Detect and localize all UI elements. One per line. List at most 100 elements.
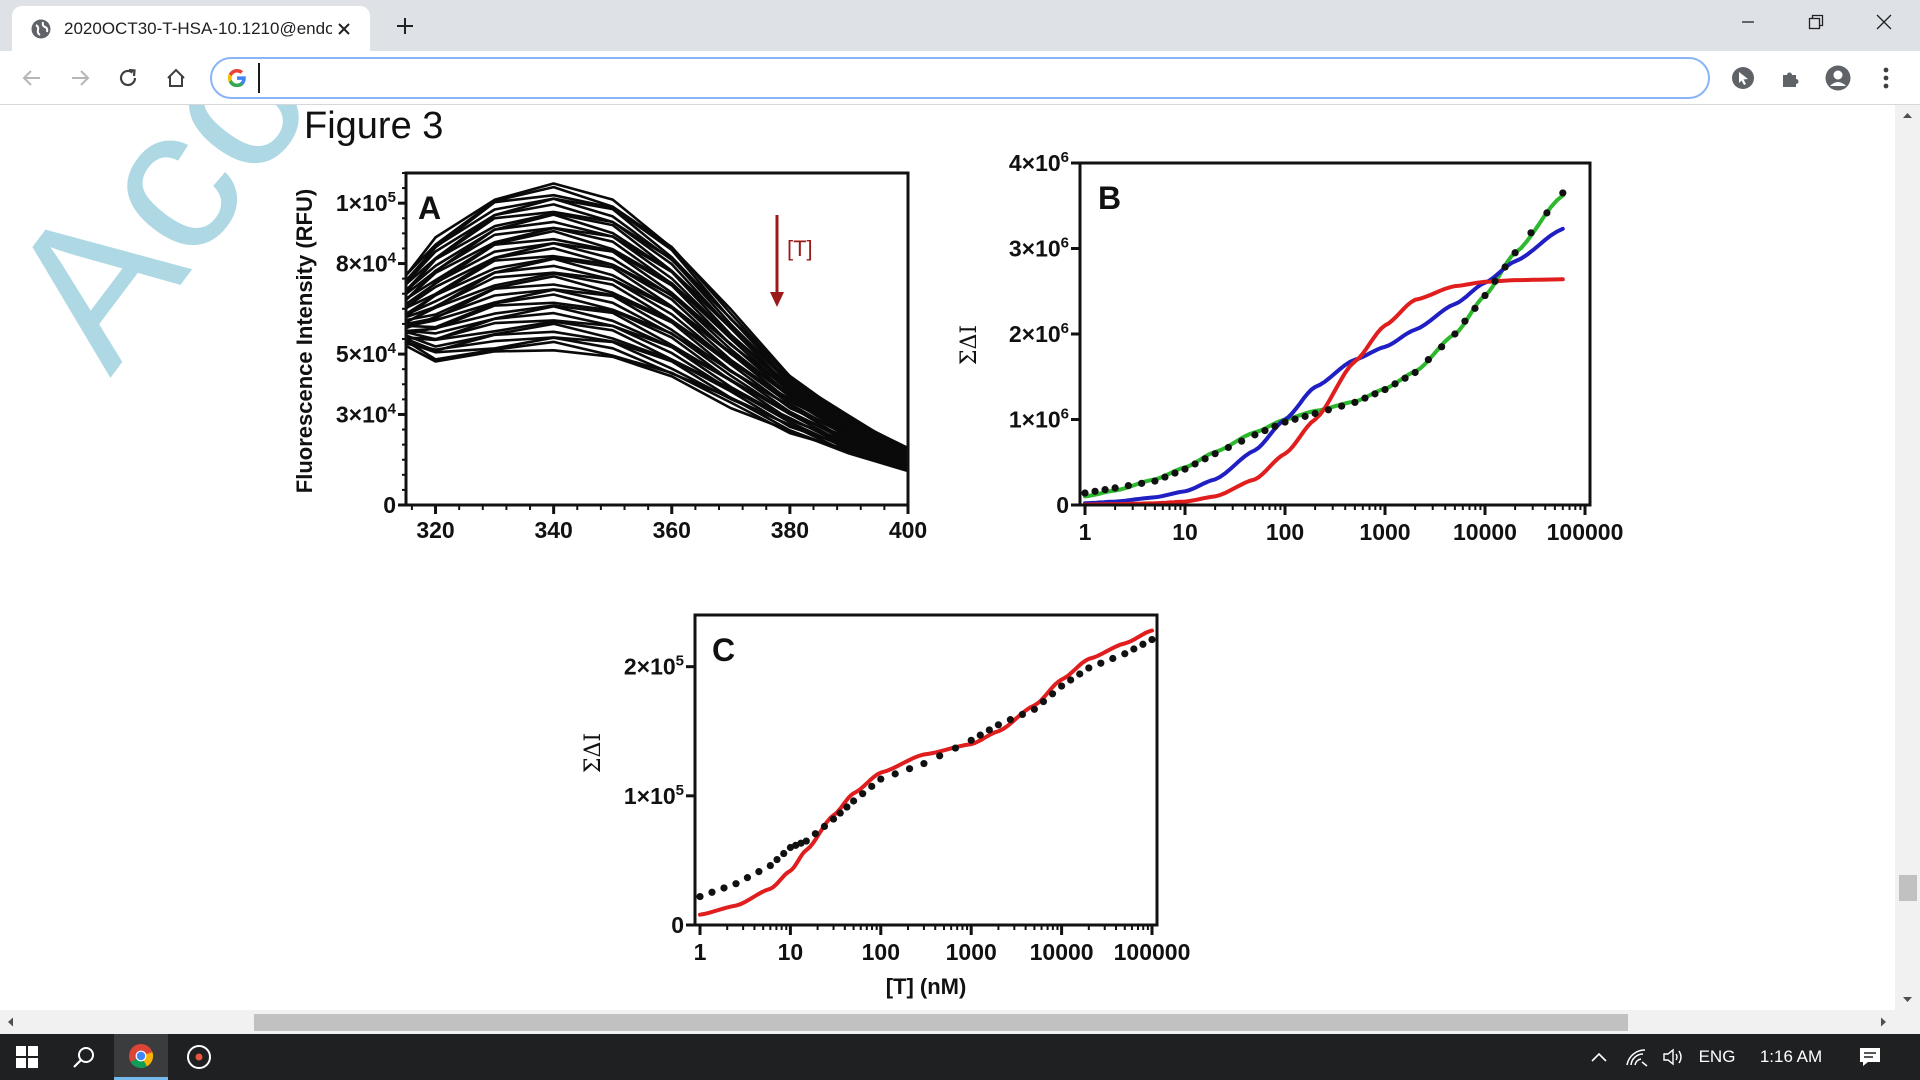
extensions-menu-button[interactable] (1775, 62, 1807, 94)
spectrum-curve (405, 330, 909, 471)
y-tick-label-exponent: 6 (1061, 406, 1069, 423)
taskbar-chrome-app[interactable] (114, 1034, 168, 1080)
browser-tab[interactable]: 2020OCT30-T-HSA-10.1210@endo (12, 6, 370, 51)
panel-b-ylabel: ΣΔI (957, 325, 982, 365)
data-point (1109, 654, 1117, 663)
volume-button[interactable] (1656, 1034, 1692, 1080)
back-button[interactable] (16, 62, 48, 94)
y-tick-label-base: 4×10 (1009, 150, 1061, 176)
data-point (1111, 484, 1119, 492)
data-point (1324, 406, 1332, 414)
data-point (905, 765, 914, 773)
data-point (1161, 473, 1169, 481)
x-tick-label: 1000 (1359, 519, 1410, 545)
vertical-scroll-thumb[interactable] (1899, 875, 1917, 901)
data-point (1291, 415, 1299, 423)
extension-button[interactable] (1727, 62, 1759, 94)
panel-c-plot (696, 628, 1156, 917)
data-point (1085, 664, 1093, 672)
y-tick-label-exponent: 4 (388, 340, 397, 357)
data-point (732, 880, 740, 888)
search-icon (73, 1047, 94, 1068)
y-tick-label: 3×106 (1009, 235, 1069, 262)
plus-icon (397, 18, 413, 34)
data-point (1130, 645, 1138, 653)
minimize-icon (1742, 21, 1754, 23)
search-button[interactable] (58, 1034, 110, 1080)
data-point (1006, 716, 1015, 724)
arrow-head (770, 292, 784, 307)
scroll-right-icon[interactable] (1874, 1010, 1894, 1034)
network-button[interactable] (1618, 1034, 1656, 1080)
x-tick-label: 360 (653, 517, 691, 543)
data-point (696, 892, 704, 901)
notifications-button[interactable] (1846, 1034, 1894, 1080)
data-point (868, 782, 876, 790)
scroll-up-icon[interactable] (1895, 105, 1920, 125)
scroll-down-icon[interactable] (1895, 990, 1920, 1010)
data-point (802, 837, 810, 845)
document-viewport[interactable]: Figure 3 Fluorescence Intensity (RFU) A … (0, 105, 1895, 1010)
y-tick-label-base: 0 (1056, 492, 1069, 518)
tray-overflow-button[interactable] (1582, 1034, 1616, 1080)
data-point (1438, 343, 1446, 351)
y-tick-label-exponent: 6 (1061, 320, 1069, 337)
address-input[interactable] (258, 63, 1708, 93)
reload-button[interactable] (112, 62, 144, 94)
google-icon (227, 68, 246, 88)
data-point (849, 797, 858, 805)
data-point (1224, 443, 1232, 452)
spectrum-curve (405, 319, 909, 467)
horizontal-scroll-thumb[interactable] (254, 1014, 1628, 1031)
close-window-button[interactable] (1864, 6, 1904, 38)
panel-c-letter: C (712, 632, 735, 668)
forward-button[interactable] (64, 62, 96, 94)
data-point (1481, 291, 1489, 300)
data-point (891, 770, 899, 778)
panel-a-letter: A (418, 190, 441, 226)
fit-curve-blue-fit (1083, 226, 1565, 506)
language-indicator[interactable]: ENG (1698, 1047, 1736, 1066)
data-point (1039, 697, 1048, 706)
address-bar[interactable] (210, 57, 1710, 99)
x-tick-label: 10 (778, 939, 804, 965)
wifi-icon (1626, 1049, 1648, 1067)
data-point (1461, 317, 1469, 325)
profile-button[interactable] (1822, 62, 1854, 94)
tab-title: 2020OCT30-T-HSA-10.1210@endo (64, 18, 332, 38)
data-point (1281, 418, 1289, 426)
media-player-icon (187, 1045, 211, 1069)
panel-c-xlabel: [T] (nM) (886, 974, 967, 999)
spectrum-curve (405, 226, 909, 455)
taskbar-media-app[interactable] (172, 1034, 226, 1080)
start-button[interactable] (0, 1034, 54, 1080)
y-tick-label-exponent: 5 (388, 189, 396, 206)
browser-menu-button[interactable] (1870, 62, 1902, 94)
x-tick-label: 1000 (946, 939, 997, 965)
data-point (1067, 676, 1075, 684)
spectrum-curve (405, 301, 909, 466)
new-tab-button[interactable] (390, 11, 420, 41)
data-point (1018, 710, 1026, 719)
spectrum-curve (405, 264, 909, 461)
data-point (1201, 455, 1209, 463)
home-button[interactable] (160, 62, 192, 94)
clock[interactable]: 1:16 AM (1759, 1047, 1823, 1066)
spectrum-curve (405, 311, 909, 468)
x-tick-label: 380 (771, 517, 809, 543)
horizontal-scrollbar[interactable] (0, 1010, 1920, 1034)
restore-button[interactable] (1796, 6, 1836, 38)
reload-icon (119, 68, 137, 87)
vertical-scrollbar[interactable] (1895, 105, 1920, 1010)
y-tick-label: 1×106 (1009, 406, 1069, 433)
y-tick-label-base: 3×10 (1009, 236, 1061, 262)
data-point (1311, 409, 1319, 418)
minimize-button[interactable] (1728, 6, 1768, 38)
scroll-left-icon[interactable] (0, 1010, 20, 1034)
data-point (1251, 431, 1259, 439)
restore-icon (1808, 14, 1824, 30)
close-tab-icon[interactable] (332, 17, 356, 41)
